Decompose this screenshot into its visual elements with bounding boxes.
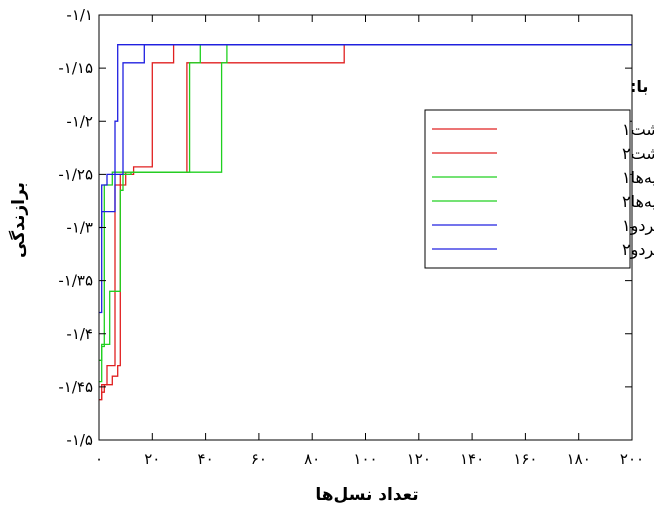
y-tick-label: -۱/۴ bbox=[66, 325, 93, 343]
y-tick-label: -۱/۲۵ bbox=[58, 165, 93, 183]
y-axis-ticks: -۱/۱ -۱/۱۵ -۱/۲ -۱/۲۵ -۱/۳ -۱/۳۵ -۱/۴ -۱/۴۵ -۱/۵ bbox=[58, 6, 632, 449]
legend: جایگشت۱ جایگشت۲ تعویض‌لایه‌ها۱ تعویض‌لایه‌ه… bbox=[424, 109, 654, 269]
legend-label-6: استفاده‌ازهردو۲ bbox=[622, 240, 654, 260]
series-line-6 bbox=[99, 44, 632, 314]
x-tick-label: ۸۰ bbox=[304, 450, 320, 468]
x-tick-label: ۶۰ bbox=[251, 450, 267, 468]
x-tick-label: ۲۰۰ bbox=[620, 450, 644, 468]
legend-label-5: استفاده‌ازهردو۱ bbox=[622, 216, 654, 236]
y-tick-label: -۱/۳ bbox=[66, 219, 93, 237]
legend-box bbox=[424, 109, 631, 269]
x-axis-ticks: ۰ ۲۰ ۴۰ ۶۰ ۸۰ ۱۰۰ ۱۲۰ ۱۴۰ ۱۶۰ ۱۸۰ ۲۰۰ bbox=[95, 15, 644, 468]
legend-label-4: تعویض‌لایه‌ها۲ bbox=[622, 192, 654, 212]
y-tick-label: -۱/۱ bbox=[66, 6, 93, 24]
y-tick-label: -۱/۵ bbox=[66, 431, 93, 449]
y-tick-label: -۱/۲ bbox=[66, 112, 93, 130]
x-tick-label: ۲۰ bbox=[144, 450, 160, 468]
plot-lines bbox=[99, 44, 632, 401]
y-tick-label: -۱/۱۵ bbox=[58, 59, 93, 77]
y-tick-label: -۱/۳۵ bbox=[58, 272, 93, 290]
x-tick-label: ۴۰ bbox=[198, 450, 214, 468]
series-line-2 bbox=[99, 44, 632, 401]
x-axis-label: تعداد نسل‌ها bbox=[315, 485, 418, 505]
x-tick-label: ۱۸۰ bbox=[567, 450, 591, 468]
y-axis-label: برازندگی bbox=[8, 182, 29, 258]
x-tick-label: ۱۴۰ bbox=[460, 450, 484, 468]
y-tick-label: -۱/۴۵ bbox=[58, 378, 93, 396]
series-line-4 bbox=[99, 44, 632, 383]
x-tick-label: ۱۰۰ bbox=[353, 450, 377, 468]
legend-label-1: جایگشت۱ bbox=[622, 120, 654, 139]
x-tick-label: ۰ bbox=[95, 450, 103, 468]
legend-label-2: جایگشت۲ bbox=[622, 144, 654, 163]
legend-items: جایگشت۱ جایگشت۲ تعویض‌لایه‌ها۱ تعویض‌لایه‌ه… bbox=[432, 120, 654, 260]
legend-label-3: تعویض‌لایه‌ها۱ bbox=[622, 168, 654, 188]
x-tick-label: ۱۲۰ bbox=[407, 450, 431, 468]
x-tick-label: ۱۶۰ bbox=[513, 450, 537, 468]
legend-title: الگوریتم ژنتیک پیشرفته با: bbox=[630, 77, 654, 97]
